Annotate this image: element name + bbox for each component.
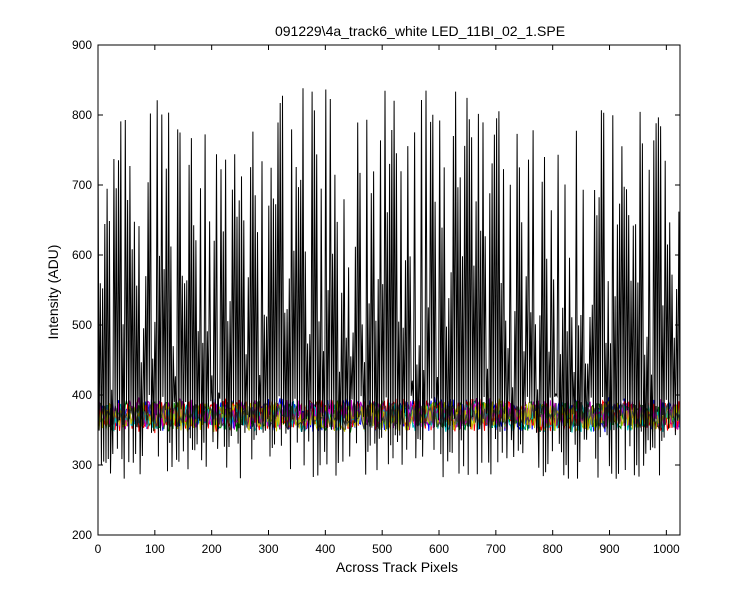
x-tick-label: 300: [258, 542, 278, 556]
y-tick-label: 400: [72, 388, 92, 402]
y-tick-label: 900: [72, 38, 92, 52]
y-tick-label: 700: [72, 178, 92, 192]
x-tick-label: 900: [600, 542, 620, 556]
chart-title: 091229\4a_track6_white LED_11BI_02_1.SPE: [275, 23, 565, 39]
y-tick-label: 800: [72, 108, 92, 122]
y-axis-label: Intensity (ADU): [45, 245, 61, 340]
axes-frame: [97, 44, 681, 536]
x-axis-label: Across Track Pixels: [336, 559, 458, 575]
x-tick-label: 200: [202, 542, 222, 556]
x-tick-label: 500: [372, 542, 392, 556]
plot-area: [97, 88, 681, 479]
y-axis: 200 300 400 500 600 700 800 900: [72, 38, 680, 542]
x-tick-label: 700: [486, 542, 506, 556]
x-tick-label: 400: [315, 542, 335, 556]
y-tick-label: 200: [72, 528, 92, 542]
x-tick-label: 0: [95, 542, 102, 556]
y-tick-label: 500: [72, 318, 92, 332]
x-tick-label: 100: [145, 542, 165, 556]
y-tick-label: 600: [72, 248, 92, 262]
x-tick-label: 1000: [653, 542, 680, 556]
x-tick-label: 600: [429, 542, 449, 556]
x-axis: 0 100 200 300 400 500 600 700 800 900 1000: [95, 45, 680, 556]
x-tick-label: 800: [543, 542, 563, 556]
series-line-black: [97, 88, 681, 479]
y-tick-label: 300: [72, 458, 92, 472]
